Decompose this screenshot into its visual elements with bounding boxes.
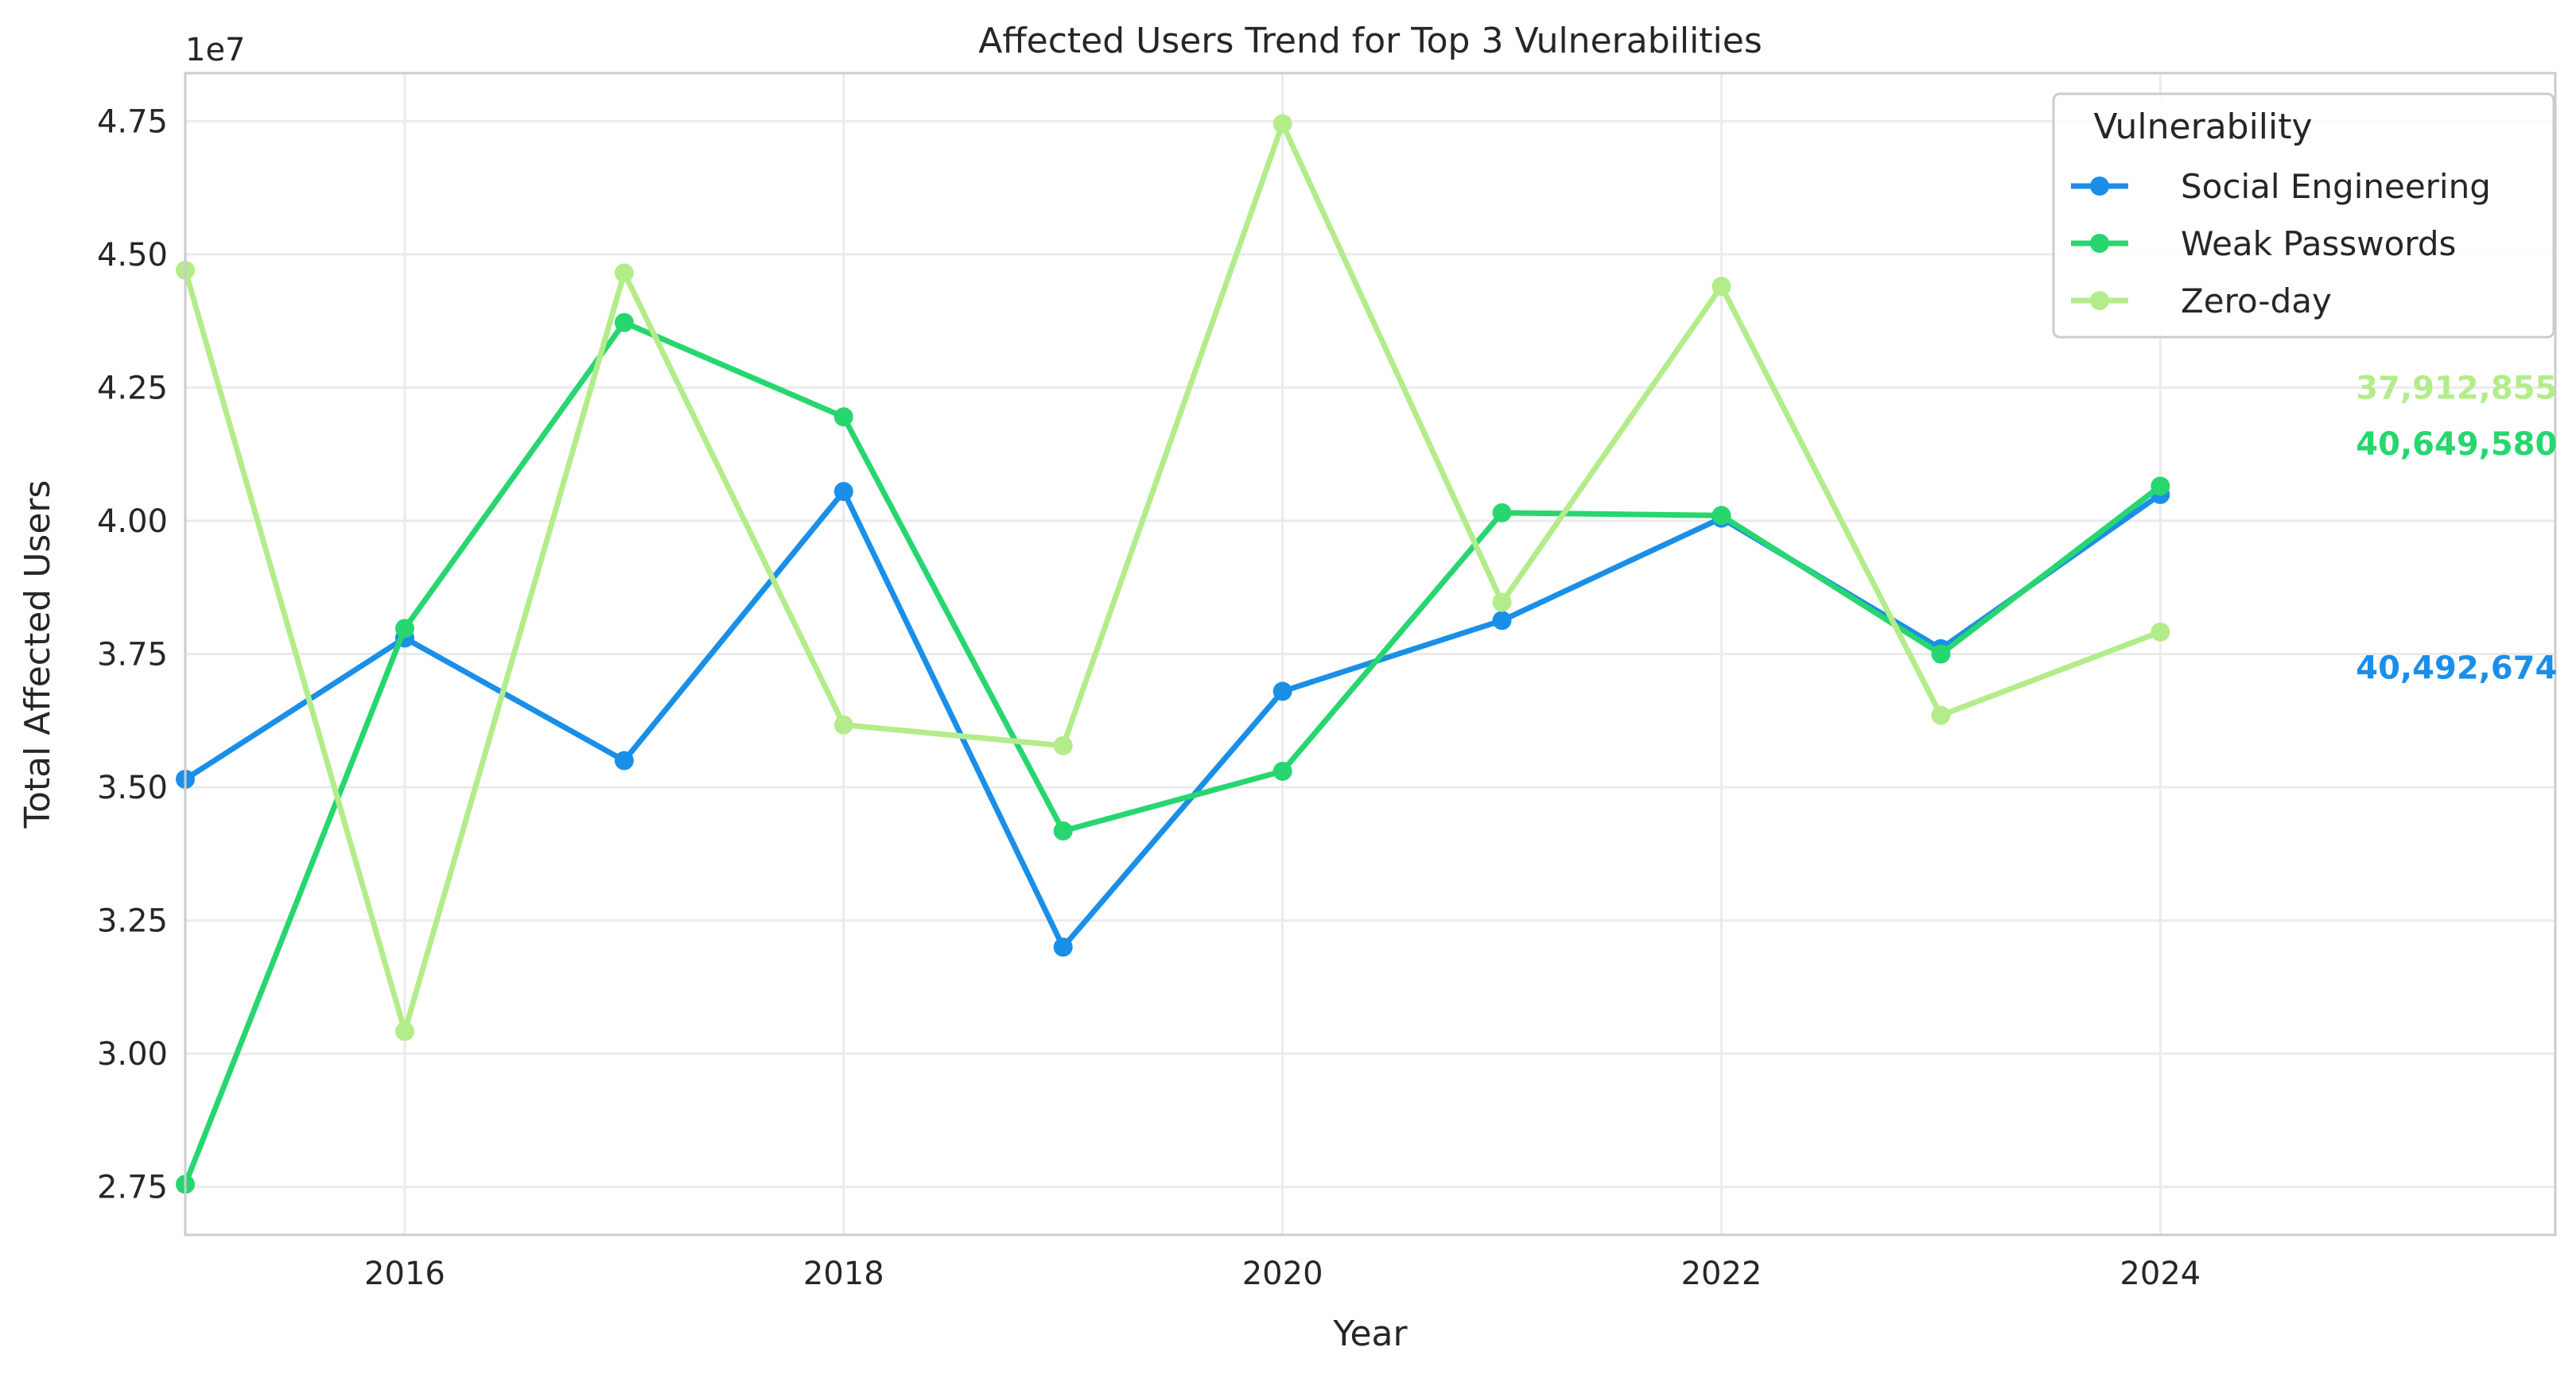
series-lines <box>176 114 2170 1194</box>
data-point-zero-day <box>1492 592 1512 612</box>
data-point-zero-day <box>1712 277 1731 297</box>
legend-entry: Zero-day <box>2071 281 2332 320</box>
legend: Vulnerability Social Engineering Weak Pas… <box>2052 92 2555 339</box>
y-tick-label: 3.25 <box>97 903 168 940</box>
data-point-weak-passwords <box>614 313 634 332</box>
y-tick-label: 4.25 <box>97 370 168 406</box>
data-point-weak-passwords <box>1053 821 1073 841</box>
legend-entry: Weak Passwords <box>2071 224 2456 263</box>
y-tick-label: 3.50 <box>97 770 168 806</box>
data-point-zero-day <box>614 263 634 283</box>
series-line-weak-passwords <box>182 320 2163 1187</box>
annotations: 37,912,855 40,649,580 40,492,674 <box>2356 370 2557 686</box>
legend-box <box>2052 92 2555 339</box>
y-axis-offset-label: 1e7 <box>185 32 246 68</box>
grid <box>185 73 2555 1235</box>
data-point-weak-passwords <box>1272 761 1292 781</box>
data-point-weak-passwords <box>394 619 414 639</box>
legend-entry: Social Engineering <box>2071 167 2491 206</box>
data-point-social-engineering <box>833 482 853 502</box>
x-tick-label: 2020 <box>1242 1256 1323 1292</box>
x-tick-label: 2018 <box>803 1256 884 1292</box>
annotation-label: 40,492,674 <box>2356 650 2557 686</box>
legend-swatch-marker <box>2090 234 2109 253</box>
y-tick-label: 2.75 <box>97 1170 168 1206</box>
x-tick-label: 2024 <box>2119 1256 2201 1292</box>
data-point-zero-day <box>1272 114 1292 134</box>
x-tick-label: 2016 <box>364 1256 445 1292</box>
y-tick-label: 3.75 <box>97 637 168 674</box>
legend-swatch-marker <box>2090 177 2109 196</box>
legend-entries: Social Engineering Weak Passwords Zero-day <box>2071 167 2491 320</box>
plot-area-border <box>184 72 2557 1236</box>
series-line-zero-day <box>182 121 2163 1035</box>
y-tick-label: 4.50 <box>97 237 168 274</box>
x-axis-label: Year <box>1332 1314 1408 1354</box>
x-tick-label: 2022 <box>1681 1256 1762 1292</box>
data-point-social-engineering <box>614 751 634 771</box>
y-tick-label: 3.00 <box>97 1036 168 1073</box>
legend-title: Vulnerability <box>2093 107 2312 147</box>
data-point-weak-passwords <box>2151 476 2170 496</box>
legend-swatch-marker <box>2090 291 2109 310</box>
annotation-label: 40,649,580 <box>2356 426 2557 463</box>
data-point-social-engineering <box>1053 938 1073 957</box>
y-tick-label: 4.75 <box>97 103 168 140</box>
data-point-social-engineering <box>1492 611 1512 631</box>
y-axis-label: Total Affected Users <box>17 480 58 829</box>
axis-ticks: 2016 2018 2020 2022 2024 2.75 3.00 3.25 3.50 3.75… <box>97 103 2201 1292</box>
data-point-zero-day <box>2151 622 2170 642</box>
data-point-social-engineering <box>1272 681 1292 701</box>
data-point-zero-day <box>1931 705 1951 725</box>
data-point-zero-day <box>394 1021 414 1041</box>
chart-title: Affected Users Trend for Top 3 Vulnerabi… <box>978 21 1762 61</box>
legend-label: Social Engineering <box>2181 167 2491 206</box>
data-point-zero-day <box>833 715 853 735</box>
y-tick-label: 4.00 <box>97 503 168 540</box>
data-point-weak-passwords <box>1712 506 1731 526</box>
legend-label: Zero-day <box>2181 281 2332 320</box>
legend-label: Weak Passwords <box>2181 224 2456 263</box>
annotation-label: 37,912,855 <box>2356 370 2557 406</box>
data-point-weak-passwords <box>833 407 853 427</box>
series-weak-passwords <box>176 313 2170 1194</box>
data-point-zero-day <box>1053 736 1073 755</box>
data-point-weak-passwords <box>1492 503 1512 522</box>
series-zero-day <box>176 114 2170 1041</box>
data-point-weak-passwords <box>1931 644 1951 664</box>
